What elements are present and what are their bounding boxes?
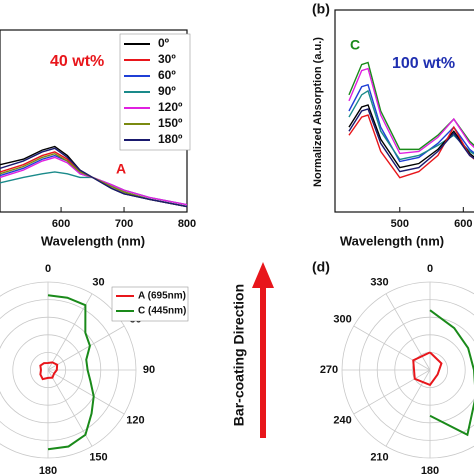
polar-series: [47, 294, 95, 451]
polar-series: [429, 309, 474, 437]
x-tick-label: 600: [454, 218, 472, 230]
angle-label: 270: [320, 364, 338, 376]
series-line: [348, 61, 474, 151]
legend-label: 90º: [158, 84, 176, 98]
arrow-head: [252, 262, 274, 288]
legend-label: 0º: [158, 36, 170, 50]
angle-label: 180: [39, 465, 57, 474]
annotation: 100 wt%: [392, 55, 455, 72]
series-line: [0, 147, 188, 208]
x-tick-label: 600: [52, 218, 70, 230]
angle-label: 150: [89, 451, 107, 463]
polar-series: [39, 361, 59, 381]
angle-label: 300: [333, 313, 351, 325]
arrow-label: Bar-coating Direction: [231, 284, 247, 426]
series-line: [348, 67, 474, 155]
legend-box: [111, 286, 189, 322]
annotation: C: [350, 37, 360, 53]
x-axis-label: Wavelength (nm): [41, 233, 145, 248]
polar-spoke: [47, 325, 125, 371]
annotation: A: [116, 161, 126, 177]
angle-label: 90: [143, 364, 155, 376]
angle-label: 240: [333, 414, 351, 426]
polar-spoke: [47, 369, 93, 447]
angle-label: 330: [370, 276, 388, 288]
series-line: [348, 83, 474, 163]
x-axis-label: Wavelength (nm): [340, 233, 444, 248]
series-line: [348, 114, 474, 179]
x-tick-label: 500: [391, 218, 409, 230]
series-line: [0, 153, 188, 208]
angle-label: 30: [92, 276, 104, 288]
legend-label: C (445nm): [138, 306, 186, 317]
polar-series: [412, 351, 443, 387]
x-tick-label: 800: [178, 218, 196, 230]
annotation: 40 wt%: [50, 53, 104, 70]
polar-spoke: [385, 293, 431, 371]
polar-spoke: [47, 369, 125, 415]
angle-label: 210: [370, 451, 388, 463]
angle-label: 0: [427, 263, 433, 275]
plot-frame: [334, 9, 474, 213]
legend-label: 60º: [158, 68, 176, 82]
legend-label: 150º: [158, 116, 183, 130]
angle-label: 0: [45, 263, 51, 275]
series-line: [0, 156, 188, 206]
panel-label: (d): [312, 259, 330, 275]
legend-label: 180º: [158, 132, 183, 146]
panel-label: (b): [312, 1, 330, 17]
angle-label: 180: [421, 465, 439, 474]
legend-label: 120º: [158, 100, 183, 114]
x-tick-label: 700: [115, 218, 133, 230]
angle-label: 120: [126, 414, 144, 426]
series-line: [0, 151, 188, 208]
polar-spoke: [353, 325, 431, 371]
series-line: [348, 108, 474, 173]
polar-spoke: [353, 369, 431, 415]
legend-label: A (695nm): [138, 291, 186, 302]
legend-label: 30º: [158, 52, 176, 66]
y-axis-label: Normalized Absorption (a.u.): [312, 37, 324, 187]
